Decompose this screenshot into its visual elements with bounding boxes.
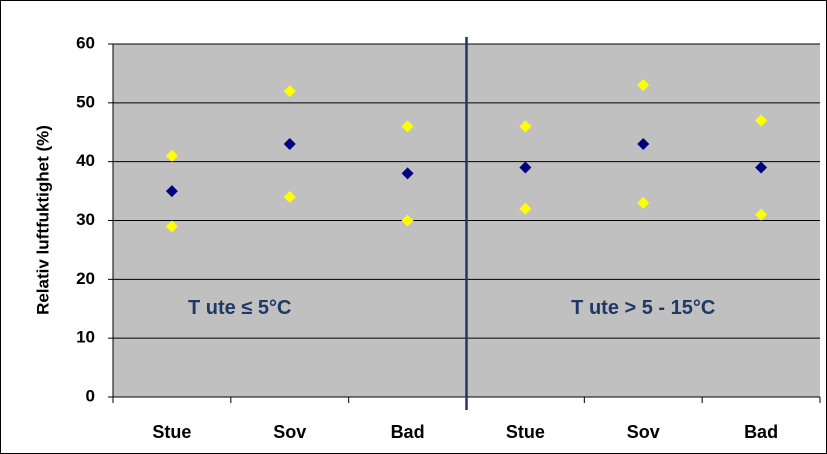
marker: [755, 161, 768, 174]
marker: [283, 85, 296, 98]
marker: [283, 138, 296, 151]
marker: [519, 120, 532, 133]
x-tick-label: Bad: [391, 422, 425, 442]
marker: [637, 79, 650, 92]
marker: [755, 208, 768, 221]
x-tick-label: Stue: [506, 422, 545, 442]
marker: [755, 114, 768, 127]
marker: [637, 196, 650, 209]
marker: [519, 161, 532, 174]
marker: [283, 190, 296, 203]
y-tick-label: 60: [76, 33, 95, 52]
marker: [401, 214, 414, 227]
y-tick-label: 40: [76, 151, 95, 170]
x-tick-label: Sov: [627, 422, 660, 442]
y-tick-label: 50: [76, 92, 95, 111]
x-tick-label: Stue: [152, 422, 191, 442]
marker: [165, 185, 178, 198]
annotation: T ute ≤ 5°C: [188, 297, 291, 319]
marker: [637, 138, 650, 151]
marker: [519, 202, 532, 215]
y-axis-label: Relativ luftfuktighet (%): [33, 125, 52, 315]
x-tick-label: Bad: [744, 422, 778, 442]
marker: [165, 149, 178, 162]
y-tick-label: 0: [86, 386, 95, 405]
y-tick-label: 30: [76, 210, 95, 229]
annotation: T ute > 5 - 15°C: [571, 297, 715, 319]
y-tick-label: 10: [76, 328, 95, 347]
y-tick-label: 20: [76, 269, 95, 288]
marker: [165, 220, 178, 233]
marker: [401, 167, 414, 180]
x-tick-label: Sov: [273, 422, 306, 442]
marker: [401, 120, 414, 133]
